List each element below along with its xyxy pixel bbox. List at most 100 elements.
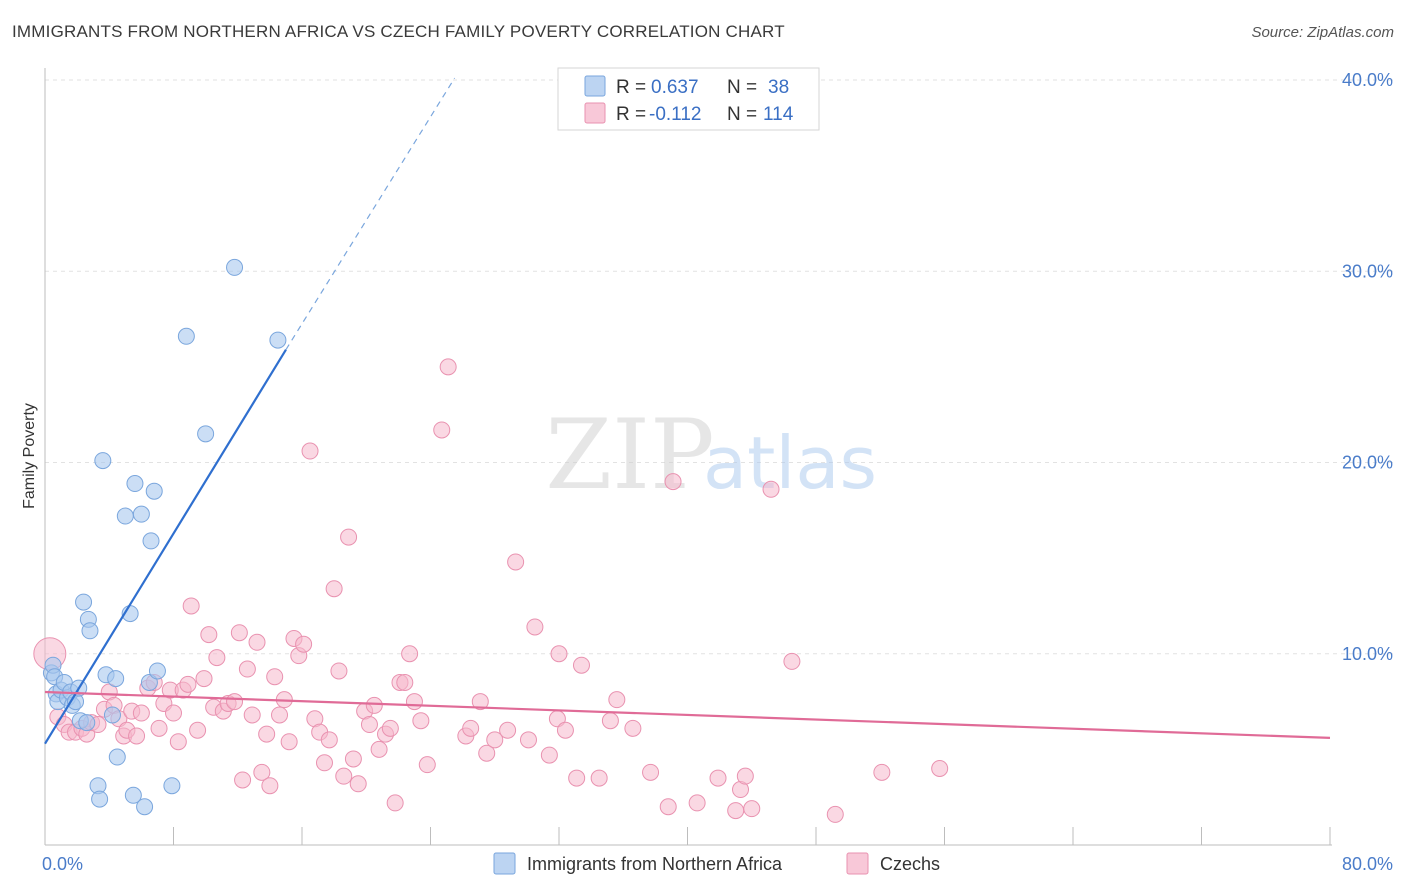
czechs-point <box>688 794 706 812</box>
czechs-point <box>344 750 362 768</box>
bottom-legend-swatch-blue <box>493 852 516 875</box>
bottom-legend-label-1: Immigrants from Northern Africa <box>527 854 783 874</box>
czechs-point <box>727 802 745 820</box>
czechs-point <box>572 656 590 674</box>
northern-africa-point <box>91 790 109 808</box>
trend-lines <box>44 77 1331 745</box>
northern-africa-point <box>132 505 150 523</box>
czechs-trend-line <box>44 690 1331 739</box>
czechs-point <box>418 756 436 774</box>
czechs-point <box>783 652 801 670</box>
legend-n-label-2: N = <box>727 104 757 125</box>
czechs-point <box>526 618 544 636</box>
czechs-point <box>295 635 313 653</box>
y-tick-label: 10.0% <box>1342 644 1393 664</box>
northern-africa-point <box>81 622 99 640</box>
northern-africa-point <box>107 670 125 688</box>
czechs-point <box>132 704 150 722</box>
czechs-point <box>349 775 367 793</box>
czechs-point <box>258 725 276 743</box>
source-credit: Source: ZipAtlas.com <box>1251 24 1394 41</box>
northern-africa-point <box>136 798 154 816</box>
northern-africa-point <box>145 482 163 500</box>
northern-africa-point <box>269 331 287 349</box>
correlation-legend: R = 0.637 N = 38 R = -0.112 N = 114 <box>557 67 820 131</box>
czechs-point <box>931 760 949 777</box>
northern-africa-point <box>163 777 181 795</box>
northern-africa-points <box>42 258 287 816</box>
y-tick-label: 30.0% <box>1342 261 1393 281</box>
czechs-point <box>624 719 642 737</box>
northern-africa-point <box>78 714 96 732</box>
chart-title: IMMIGRANTS FROM NORTHERN AFRICA VS CZECH… <box>12 22 785 41</box>
czechs-point <box>150 719 168 737</box>
northern-africa-point <box>108 748 126 766</box>
y-tick-label: 20.0% <box>1342 453 1393 473</box>
czechs-point <box>664 473 682 491</box>
northern-africa-point <box>148 662 166 680</box>
czechs-point <box>234 771 252 789</box>
czechs-point <box>401 645 419 663</box>
watermark-zip: ZIP <box>545 399 714 511</box>
axes <box>44 68 1332 846</box>
czechs-point <box>128 727 146 745</box>
y-axis-label: Family Poverty <box>21 403 38 509</box>
czechs-point <box>471 693 489 711</box>
czechs-point <box>642 763 660 781</box>
czechs-point <box>433 421 451 439</box>
czechs-point <box>540 746 558 764</box>
czechs-point <box>330 662 348 680</box>
x-tick-label-min: 0.0% <box>42 854 83 874</box>
northern-africa-point <box>197 425 215 443</box>
northern-africa-trend-line <box>44 349 287 745</box>
czechs-point <box>381 719 399 737</box>
czechs-point <box>165 704 182 722</box>
y-tick-label: 40.0% <box>1342 70 1393 90</box>
czechs-point <box>253 763 271 781</box>
czechs-point <box>266 668 284 686</box>
czechs-point <box>499 721 517 739</box>
czechs-point <box>169 733 187 751</box>
czechs-point <box>243 706 261 724</box>
northern-africa-point <box>142 532 160 550</box>
legend-r-value-2: -0.112 <box>649 104 701 125</box>
czechs-point <box>195 670 213 688</box>
czechs-point <box>230 624 248 642</box>
czechs-point <box>590 769 608 787</box>
northern-africa-point <box>124 786 142 804</box>
czechs-point <box>189 721 207 739</box>
czechs-point <box>271 706 289 724</box>
czechs-point <box>556 721 574 739</box>
legend-r-label-1: R = <box>616 77 646 98</box>
northern-africa-point <box>103 706 121 724</box>
czechs-point <box>405 693 423 711</box>
czechs-point <box>568 769 586 787</box>
czechs-point <box>340 528 358 546</box>
czechs-point <box>659 798 677 816</box>
gridlines <box>45 79 1395 655</box>
czechs-point <box>325 580 343 598</box>
czechs-point <box>412 712 430 730</box>
czechs-point <box>335 767 353 785</box>
watermark: ZIP atlas <box>545 399 877 511</box>
legend-swatch-blue <box>584 75 606 97</box>
legend-r-label-2: R = <box>616 104 646 125</box>
czechs-point <box>396 673 414 691</box>
northern-africa-point <box>177 327 195 345</box>
northern-africa-point <box>75 593 93 611</box>
czechs-point <box>200 626 218 644</box>
czechs-point <box>182 597 200 615</box>
czechs-point <box>601 712 619 730</box>
czechs-point <box>439 358 457 376</box>
czechs-point <box>226 693 244 711</box>
bottom-legend-swatch-pink <box>846 852 869 875</box>
czechs-point <box>478 744 496 762</box>
czechs-point <box>550 645 568 663</box>
czechs-point <box>320 731 338 749</box>
northern-africa-point <box>126 475 144 493</box>
czechs-point <box>360 716 378 734</box>
northern-africa-point <box>226 258 244 276</box>
czechs-point <box>365 696 383 714</box>
legend-n-label-1: N = <box>727 77 757 98</box>
czechs-point <box>608 691 626 709</box>
